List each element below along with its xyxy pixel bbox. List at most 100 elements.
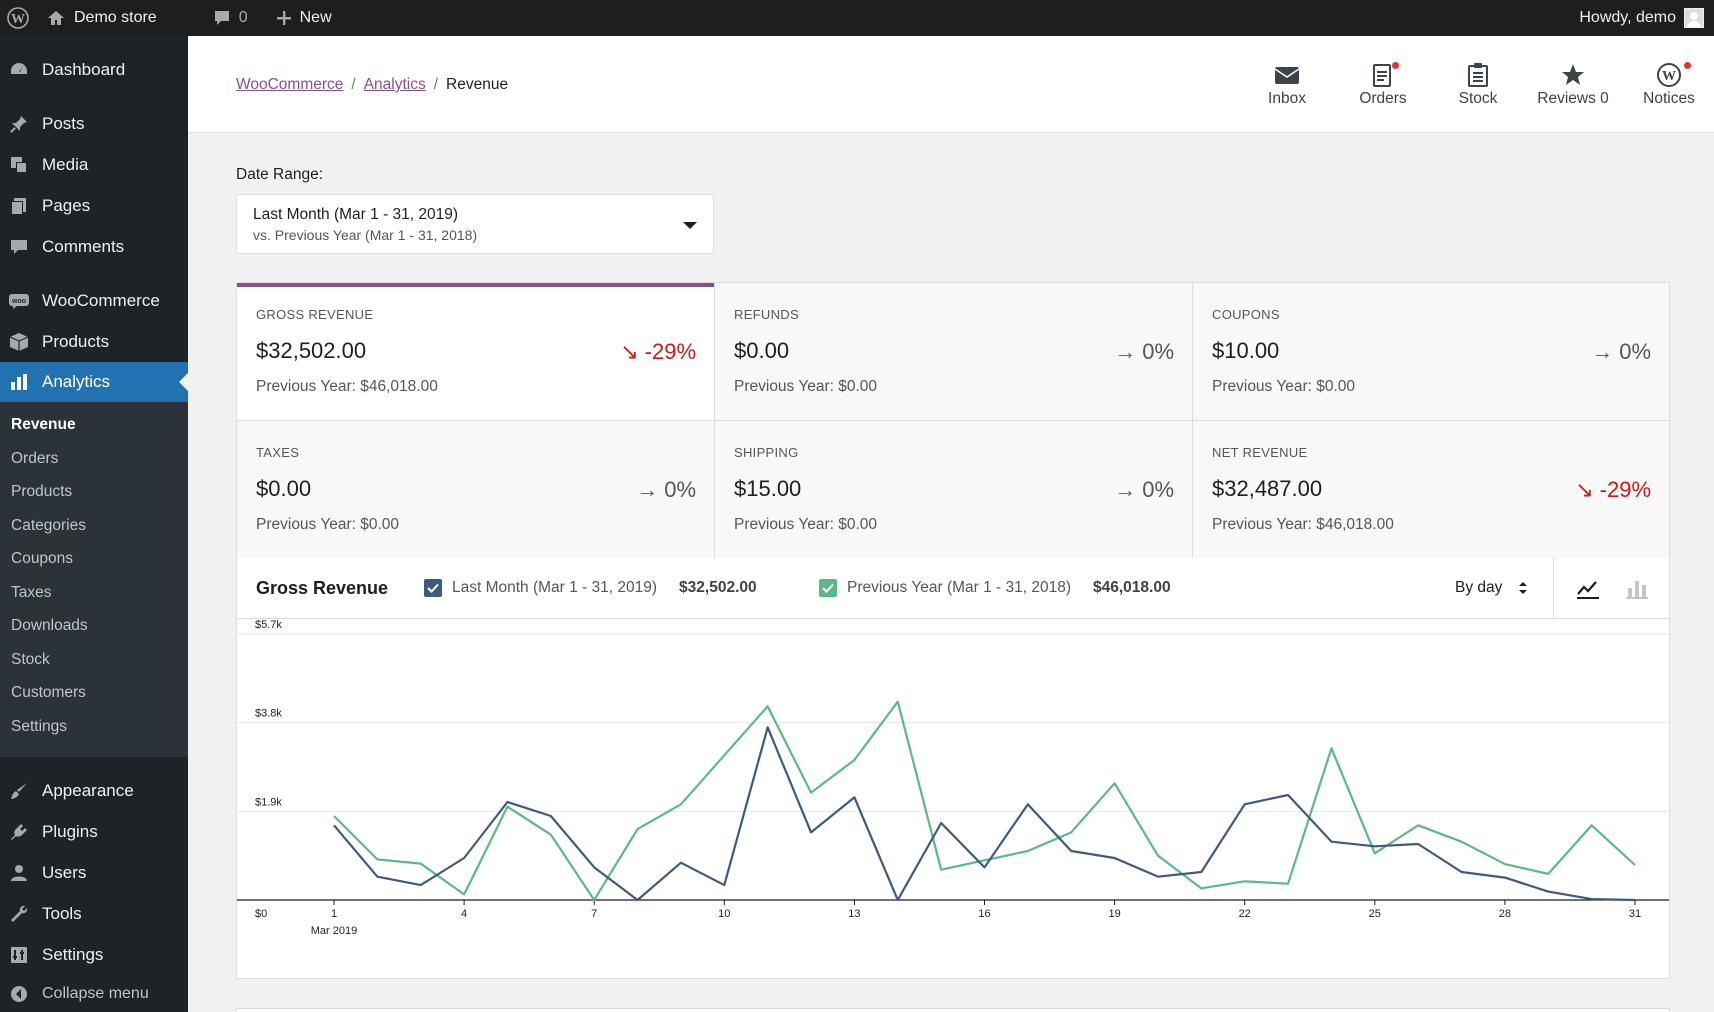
tile-previous: Previous Year: $0.00 xyxy=(734,378,878,395)
tile-gross-revenue[interactable]: GROSS REVENUE $32,502.00 ↘ -29% Previous … xyxy=(237,283,715,421)
new-label: New xyxy=(299,9,332,26)
svg-text:W: W xyxy=(11,12,25,27)
admin-bar: W Demo store 0 New Howdy, demo xyxy=(0,0,1714,36)
submenu-taxes[interactable]: Taxes xyxy=(11,584,52,601)
submenu-products[interactable]: Products xyxy=(11,483,73,500)
account-menu[interactable]: Howdy, demo xyxy=(1579,0,1704,36)
sidebar-item-analytics[interactable]: Analytics xyxy=(0,362,188,402)
sidebar-item-dashboard[interactable]: Dashboard xyxy=(0,50,188,90)
chart-header: Gross Revenue Last Month (Mar 1 - 31, 20… xyxy=(237,558,1669,619)
tile-delta-value: 0% xyxy=(664,477,696,502)
submenu-orders[interactable]: Orders xyxy=(11,450,59,467)
tile-delta-value: 0% xyxy=(1142,339,1174,364)
submenu-coupons[interactable]: Coupons xyxy=(11,550,74,567)
submenu-customers[interactable]: Customers xyxy=(11,684,86,701)
tile-shipping[interactable]: SHIPPING $15.00 → 0% Previous Year: $0.00 xyxy=(715,421,1193,559)
arrow-right-icon: → xyxy=(1591,339,1614,364)
sidebar-item-woocommerce[interactable]: woo WooCommerce xyxy=(0,281,188,321)
sidebar-item-tools[interactable]: Tools xyxy=(0,894,188,934)
submenu-categories[interactable]: Categories xyxy=(11,517,86,534)
collapse-menu-button[interactable]: Collapse menu xyxy=(0,974,188,1012)
orders-button[interactable]: Orders xyxy=(1338,60,1428,108)
user-icon xyxy=(8,862,30,884)
sidebar-item-pages[interactable]: Pages xyxy=(0,186,188,226)
wordpress-logo-icon[interactable]: W xyxy=(0,0,36,36)
tile-value: $32,502.00 xyxy=(256,338,367,363)
legend-previous-year[interactable]: Previous Year (Mar 1 - 31, 2018) $46,018… xyxy=(819,579,1171,597)
arrow-right-icon: → xyxy=(1114,477,1137,502)
sidebar-item-posts[interactable]: Posts xyxy=(0,104,188,144)
tile-refunds[interactable]: REFUNDS $0.00 → 0% Previous Year: $0.00 xyxy=(715,283,1193,421)
tile-value: $0.00 xyxy=(256,476,312,501)
tile-delta: ↘ -29% xyxy=(620,339,696,365)
tile-delta-value: -29% xyxy=(644,339,696,364)
x-tick-label: 16 xyxy=(978,908,990,920)
sidebar-label: Plugins xyxy=(42,822,98,841)
sidebar-label: Tools xyxy=(42,904,82,923)
x-tick-label: 1 xyxy=(331,908,337,920)
sidebar-label: Appearance xyxy=(42,781,134,800)
breadcrumb-analytics[interactable]: Analytics xyxy=(363,76,426,93)
tile-delta-value: -29% xyxy=(1599,477,1651,502)
reviews-button[interactable]: Reviews 0 xyxy=(1528,60,1618,108)
sidebar-label: Products xyxy=(42,332,110,351)
arrow-right-icon: → xyxy=(1114,339,1137,364)
sidebar-item-settings[interactable]: Settings xyxy=(0,935,188,975)
bar-chart-button[interactable] xyxy=(1624,576,1650,602)
tile-taxes[interactable]: TAXES $0.00 → 0% Previous Year: $0.00 xyxy=(237,421,715,559)
brush-icon xyxy=(8,780,30,802)
tile-previous: Previous Year: $0.00 xyxy=(1212,378,1356,395)
sidebar-label: Pages xyxy=(42,196,91,215)
interval-select[interactable]: By day xyxy=(1455,579,1528,597)
tile-net-revenue[interactable]: NET REVENUE $32,487.00 ↘ -29% Previous Ye… xyxy=(1193,421,1669,559)
new-content-link[interactable]: New xyxy=(276,0,332,36)
tile-previous: Previous Year: $46,018.00 xyxy=(1212,516,1394,533)
checkbox-checked-icon[interactable] xyxy=(424,579,442,597)
sidebar-label: Analytics xyxy=(42,372,111,391)
stock-label: Stock xyxy=(1458,90,1498,107)
comments-link[interactable]: 0 xyxy=(213,0,248,36)
submenu-settings[interactable]: Settings xyxy=(11,718,68,735)
checkbox-checked-icon[interactable] xyxy=(819,579,837,597)
line-chart-button[interactable] xyxy=(1575,576,1601,602)
tile-coupons[interactable]: COUPONS $10.00 → 0% Previous Year: $0.00 xyxy=(1193,283,1669,421)
legend-total: $46,018.00 xyxy=(1093,579,1171,596)
tile-delta: → 0% xyxy=(636,477,696,503)
series-line xyxy=(333,700,1636,902)
site-name-link[interactable]: Demo store xyxy=(46,0,157,36)
sidebar-item-comments[interactable]: Comments xyxy=(0,227,188,267)
pin-icon xyxy=(8,113,30,135)
sidebar-item-plugins[interactable]: Plugins xyxy=(0,812,188,852)
inbox-button[interactable]: Inbox xyxy=(1242,60,1332,108)
tile-value: $15.00 xyxy=(734,476,802,501)
x-tick-label: 10 xyxy=(718,908,730,920)
sidebar-label: Dashboard xyxy=(42,60,126,79)
date-range-select[interactable]: Last Month (Mar 1 - 31, 2019) vs. Previo… xyxy=(236,194,714,254)
box-icon xyxy=(8,331,30,353)
tile-delta: → 0% xyxy=(1114,477,1174,503)
sidebar-item-users[interactable]: Users xyxy=(0,853,188,893)
notices-button[interactable]: W Notices xyxy=(1624,60,1714,108)
woo-icon: woo xyxy=(8,290,30,312)
sidebar-item-media[interactable]: Media xyxy=(0,145,188,185)
sidebar-item-products[interactable]: Products xyxy=(0,322,188,362)
sidebar-label: Media xyxy=(42,155,89,174)
media-icon xyxy=(8,154,30,176)
x-tick-label: 19 xyxy=(1108,908,1120,920)
legend-label: Previous Year (Mar 1 - 31, 2018) xyxy=(847,579,1072,596)
page-header: WooCommerce / Analytics / Revenue Inbox … xyxy=(188,36,1714,133)
tile-delta-value: 0% xyxy=(1619,339,1651,364)
sidebar-item-appearance[interactable]: Appearance xyxy=(0,771,188,811)
next-panel-edge xyxy=(236,1008,1670,1012)
submenu-stock[interactable]: Stock xyxy=(11,651,50,668)
submenu-revenue[interactable]: Revenue xyxy=(11,416,76,433)
stock-button[interactable]: Stock xyxy=(1433,60,1523,108)
chart-panel: Gross Revenue Last Month (Mar 1 - 31, 20… xyxy=(236,558,1670,979)
submenu-downloads[interactable]: Downloads xyxy=(11,617,88,634)
breadcrumb-woocommerce[interactable]: WooCommerce xyxy=(236,76,344,93)
avatar xyxy=(1684,8,1704,28)
legend-last-month[interactable]: Last Month (Mar 1 - 31, 2019) $32,502.00 xyxy=(424,579,757,597)
legend-total: $32,502.00 xyxy=(679,579,757,596)
bar-chart-icon xyxy=(8,371,30,393)
breadcrumb-separator: / xyxy=(433,76,439,93)
